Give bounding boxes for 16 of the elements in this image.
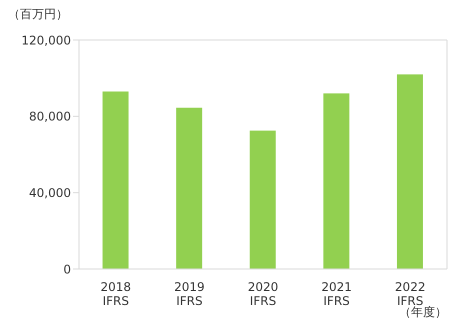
bar xyxy=(250,130,276,269)
bar xyxy=(102,92,129,269)
x-axis-title: （年度） xyxy=(399,305,447,321)
y-tick-label: 120,000 xyxy=(21,33,71,48)
y-tick-label: 40,000 xyxy=(29,186,71,200)
x-tick-label: 2022 IFRS xyxy=(394,280,426,308)
x-tick-label: 2020 IFRS xyxy=(248,280,278,308)
y-axis-title: （百万円） xyxy=(8,6,68,23)
bar xyxy=(323,93,350,269)
y-tick-label: 0 xyxy=(63,262,71,276)
bar xyxy=(396,74,423,269)
x-tick-label: 2018 IFRS xyxy=(100,280,132,308)
x-tick-label: 2019 IFRS xyxy=(174,280,205,308)
x-tick-label: 2021 IFRS xyxy=(321,280,352,308)
y-tick-label: 80,000 xyxy=(29,110,71,124)
bar xyxy=(176,108,202,269)
